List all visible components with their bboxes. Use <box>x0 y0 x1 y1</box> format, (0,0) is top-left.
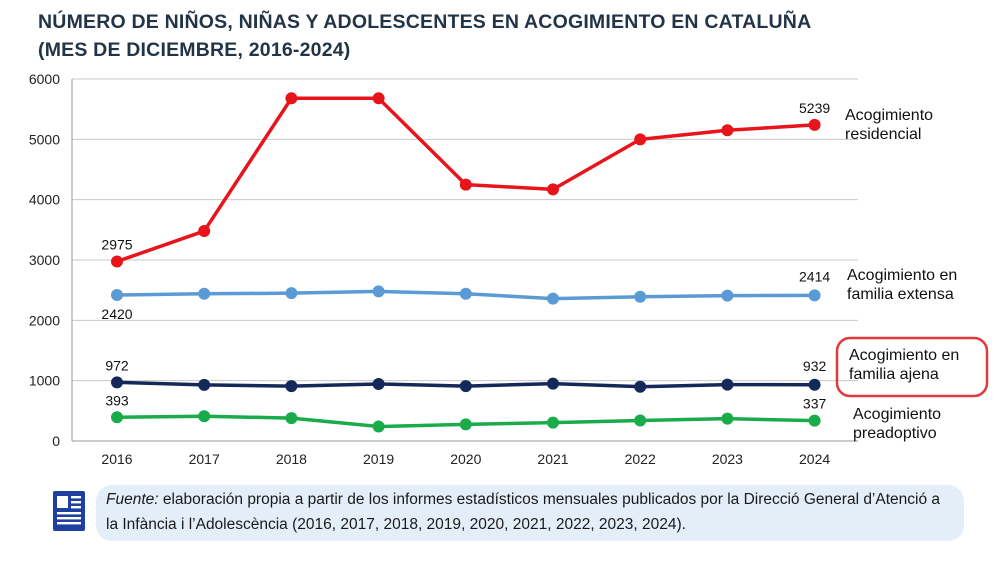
data-point <box>372 92 385 105</box>
x-tick-label: 2017 <box>189 451 220 467</box>
data-point <box>285 380 298 393</box>
data-point <box>198 225 211 238</box>
data-point <box>634 290 647 303</box>
x-tick-label: 2018 <box>276 451 307 467</box>
data-point <box>285 92 298 105</box>
data-point <box>372 420 385 433</box>
data-point <box>111 411 123 424</box>
legend-label: residencial <box>845 126 921 143</box>
chart-title-line-2: (MES DE DICIEMBRE, 2016-2024) <box>38 39 351 61</box>
legend-highlight-box <box>835 336 989 398</box>
data-point <box>547 292 559 305</box>
source-label: Fuente: <box>106 491 159 508</box>
data-point <box>198 287 211 300</box>
chart-title: NÚMERO DE NIÑOS, NIÑAS Y ADOLESCENTES EN… <box>38 8 978 64</box>
data-label-last: 5239 <box>799 100 830 116</box>
y-tick-label: 6000 <box>29 71 60 87</box>
x-tick-label: 2020 <box>450 451 481 467</box>
y-tick-label: 5000 <box>29 131 60 147</box>
x-tick-label: 2021 <box>537 451 568 467</box>
legend-label: familia ajena <box>849 366 939 383</box>
data-point <box>634 414 647 427</box>
data-labels: 2975 5239 2420 2414 972 932 393 337 <box>101 100 830 412</box>
data-label-last: 2414 <box>799 268 830 284</box>
data-point <box>721 412 734 425</box>
data-label-last: 337 <box>803 396 827 412</box>
data-point <box>547 416 559 429</box>
data-point <box>459 418 472 431</box>
legend-label: Acogimiento <box>853 406 941 423</box>
grid-lines <box>72 78 858 382</box>
data-point <box>111 288 123 301</box>
data-point <box>111 255 123 268</box>
document-icon <box>53 491 85 531</box>
line-chart: 0 1000 2000 3000 4000 5000 6000 2016 2017 2018 201… <box>29 71 989 467</box>
data-label-last: 932 <box>803 358 827 374</box>
data-point <box>198 410 211 423</box>
data-point <box>721 289 734 302</box>
y-tick-label: 3000 <box>29 252 60 268</box>
source-box <box>96 485 964 541</box>
data-point <box>547 377 559 390</box>
data-point <box>547 183 559 196</box>
y-tick-label: 0 <box>52 433 60 449</box>
data-point <box>634 133 647 146</box>
data-point <box>808 414 821 427</box>
x-tick-label: 2022 <box>625 451 656 467</box>
legend-label: Acogimiento <box>845 107 933 124</box>
data-point <box>808 289 821 302</box>
chart-title-line-1: NÚMERO DE NIÑOS, NIÑAS Y ADOLESCENTES EN… <box>38 11 812 33</box>
series-lines <box>111 92 821 433</box>
source-text: elaboración propia a partir de los infor… <box>106 491 941 533</box>
source-note: Fuente: elaboración propia a partir de l… <box>106 487 956 537</box>
data-point <box>808 378 821 391</box>
data-point <box>459 178 472 191</box>
legend-label: familia extensa <box>847 286 954 303</box>
data-point <box>372 285 385 298</box>
data-point <box>634 380 647 393</box>
x-tick-label: 2016 <box>101 451 132 467</box>
data-point <box>808 118 821 131</box>
data-label-first: 393 <box>105 392 129 408</box>
data-label-first: 2420 <box>101 306 132 322</box>
data-point <box>721 124 734 137</box>
data-point <box>721 378 734 391</box>
legend-label: Acogimiento en <box>847 267 957 284</box>
y-tick-label: 4000 <box>29 192 60 208</box>
data-point <box>459 380 472 393</box>
x-tick-label: 2023 <box>712 451 743 467</box>
legend-label: Acogimiento en <box>849 347 959 364</box>
y-tick-label: 2000 <box>29 312 60 328</box>
data-point <box>372 377 385 390</box>
data-point <box>111 376 123 389</box>
y-tick-label: 1000 <box>29 373 60 389</box>
legend: Acogimiento residencial Acogimiento en fami… <box>835 107 989 442</box>
data-label-first: 2975 <box>101 237 132 253</box>
axes: 0 1000 2000 3000 4000 5000 6000 2016 2017 2018 201… <box>29 71 858 467</box>
data-label-first: 972 <box>105 357 129 373</box>
data-point <box>285 287 298 300</box>
legend-label: preadoptivo <box>853 425 937 442</box>
data-point <box>459 287 472 300</box>
x-tick-label: 2019 <box>363 451 394 467</box>
x-tick-label: 2024 <box>799 451 830 467</box>
data-point <box>285 412 298 425</box>
data-point <box>198 378 211 391</box>
